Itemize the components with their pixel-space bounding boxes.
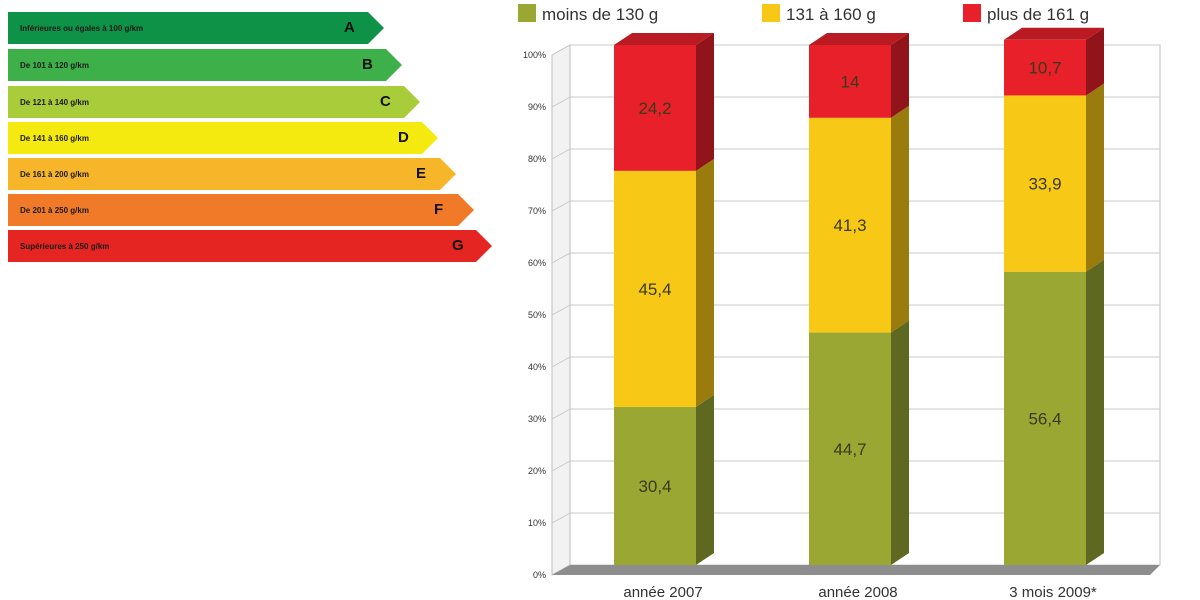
bar-segment-side [891, 105, 909, 333]
data-label: 24,2 [638, 99, 671, 118]
data-label: 14 [841, 72, 860, 91]
arrow-tip-icon [440, 158, 456, 190]
arrow-tip-icon [458, 194, 474, 226]
bar-segment-side [1086, 27, 1104, 96]
y-tick-label: 70% [528, 206, 546, 216]
energy-label-letter: C [380, 93, 391, 110]
energy-label-a: Inférieures ou égales à 100 g/km A [8, 12, 384, 44]
y-tick-label: 0% [533, 570, 546, 580]
bar-segment [614, 170, 696, 407]
gridline [551, 96, 571, 108]
energy-label-text: De 201 à 250 g/km [20, 205, 89, 215]
energy-label-text: De 161 à 200 g/km [20, 169, 89, 179]
energy-label-c: De 121 à 140 g/km C [8, 86, 420, 118]
y-tick-label: 50% [528, 310, 546, 320]
energy-label-text: De 101 à 120 g/km [20, 60, 89, 70]
arrow-tip-icon [386, 49, 402, 81]
energy-label-g: Supérieures à 250 g/km G [8, 230, 492, 262]
y-tick-label: 10% [528, 518, 546, 528]
y-tick-label: 100% [523, 50, 546, 60]
energy-label-letter: G [452, 237, 464, 254]
energy-label-d: De 141 à 160 g/km D [8, 122, 438, 154]
arrow-tip-icon [404, 86, 420, 118]
bar-segment-side [891, 320, 909, 565]
bar-segment-side [1086, 83, 1104, 272]
arrow-tip-icon [476, 230, 492, 262]
legend-label: 131 à 160 g [786, 5, 876, 24]
legend-swatch [762, 4, 780, 22]
bar-top [614, 33, 714, 45]
energy-label-letter: F [434, 201, 444, 218]
energy-label-letter: A [344, 19, 355, 36]
energy-label-text: Supérieures à 250 g/km [20, 241, 110, 251]
gridline [551, 200, 571, 212]
arrow-tip-icon [422, 122, 438, 154]
x-category-label: année 2008 [818, 584, 897, 600]
legend-swatch [963, 4, 981, 22]
data-label: 33,9 [1028, 175, 1061, 194]
energy-label-b: De 101 à 120 g/km B [8, 49, 402, 81]
gridline [551, 356, 571, 368]
y-tick-label: 20% [528, 466, 546, 476]
data-label: 56,4 [1028, 409, 1061, 428]
y-tick-label: 60% [528, 258, 546, 268]
bar-segment [1004, 39, 1086, 96]
chart-floor [552, 565, 1160, 575]
bar-segment-side [1086, 259, 1104, 565]
bar-segment [809, 332, 891, 565]
x-category-label: 3 mois 2009* [1009, 584, 1097, 600]
bar-segment [809, 45, 891, 118]
y-tick-label: 40% [528, 362, 546, 372]
bar-segment-side [891, 33, 909, 118]
gridline [551, 148, 571, 160]
bar-segment [614, 406, 696, 565]
energy-label-e: De 161 à 200 g/km E [8, 158, 456, 190]
bar-top [1004, 27, 1104, 40]
bar-top [809, 33, 909, 45]
gridline [551, 44, 571, 56]
energy-label-text: De 121 à 140 g/km [20, 97, 89, 107]
data-label: 41,3 [833, 216, 866, 235]
y-tick-label: 30% [528, 414, 546, 424]
data-label: 10,7 [1028, 59, 1061, 78]
energy-label-letter: B [362, 56, 373, 73]
legend-swatch [518, 4, 536, 22]
energy-label-letter: E [416, 165, 427, 182]
legend-label: plus de 161 g [987, 5, 1089, 24]
bar-segment-side [696, 394, 714, 565]
x-category-label: année 2007 [623, 584, 702, 600]
gridline [551, 512, 571, 524]
energy-label-letter: D [398, 129, 409, 146]
y-tick-label: 80% [528, 154, 546, 164]
arrow-tip-icon [368, 12, 384, 44]
legend-label: moins de 130 g [542, 5, 658, 24]
bar-segment [1004, 95, 1086, 272]
gridline [551, 304, 571, 316]
emission-labels-scale: Inférieures ou égales à 100 g/km A De 101 … [0, 0, 500, 280]
gridline [551, 460, 571, 472]
energy-label-text: De 141 à 160 g/km [20, 133, 89, 143]
energy-label-f: De 201 à 250 g/km F [8, 194, 474, 226]
bar-segment [1004, 271, 1086, 565]
bar-segment [809, 117, 891, 333]
gridline [551, 252, 571, 264]
gridline [551, 408, 571, 420]
bar-segment-side [696, 33, 714, 171]
data-label: 45,4 [638, 280, 671, 299]
y-tick-label: 90% [528, 102, 546, 112]
data-label: 30,4 [638, 477, 671, 496]
energy-label-text: Inférieures ou égales à 100 g/km [20, 23, 144, 33]
bar-segment-side [696, 158, 714, 407]
data-label: 44,7 [833, 440, 866, 459]
bar-segment [614, 45, 696, 171]
